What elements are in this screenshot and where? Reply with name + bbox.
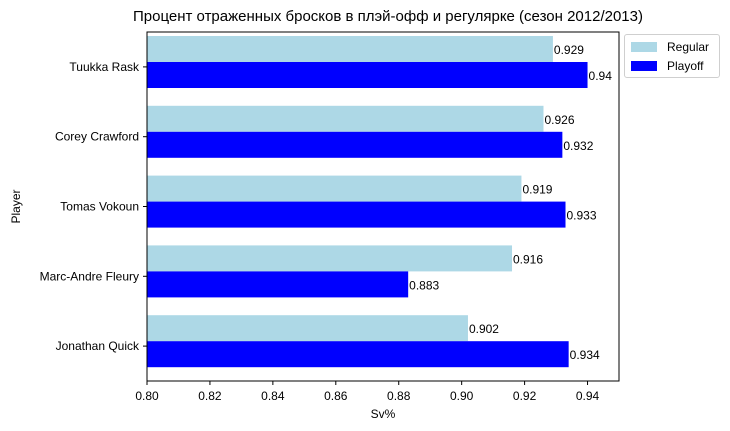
bar-playoff-1 (147, 131, 563, 158)
bar-regular-4 (147, 315, 468, 342)
y-tick-label-1: Corey Crawford (55, 130, 139, 144)
data-label-regular-3: 0.916 (513, 252, 543, 266)
data-label-regular-0: 0.929 (554, 43, 584, 57)
bar-playoff-0 (147, 62, 588, 88)
plot-frame (146, 31, 620, 382)
x-tick-label-6: 0.92 (513, 389, 537, 403)
legend: Regular Playoff (624, 34, 720, 78)
data-label-regular-4: 0.902 (469, 322, 499, 336)
y-tick-label-2: Tomas Vokoun (60, 200, 139, 214)
bar-playoff-3 (147, 271, 409, 298)
legend-swatch-playoff (631, 61, 657, 71)
legend-label-playoff: Playoff (667, 59, 704, 73)
legend-item-regular: Regular (631, 39, 709, 55)
data-label-playoff-4: 0.934 (570, 348, 600, 362)
x-tick-label-1: 0.82 (198, 389, 222, 403)
data-label-playoff-1: 0.932 (563, 139, 593, 153)
bar-regular-1 (147, 105, 544, 132)
x-tick-label-3: 0.86 (324, 389, 348, 403)
x-axis-label: Sv% (371, 407, 396, 421)
data-label-playoff-3: 0.883 (409, 278, 439, 292)
legend-label-regular: Regular (667, 40, 710, 54)
y-tick-label-3: Marc-Andre Fleury (40, 269, 139, 283)
bar-regular-0 (147, 36, 553, 62)
y-tick-label-4: Jonathan Quick (56, 339, 140, 353)
x-tick-label-5: 0.90 (450, 389, 474, 403)
data-label-regular-2: 0.919 (522, 183, 552, 197)
x-tick-label-2: 0.84 (261, 389, 285, 403)
legend-item-playoff: Playoff (631, 58, 703, 74)
bar-playoff-4 (147, 341, 569, 368)
bar-regular-3 (147, 245, 513, 272)
x-tick-label-7: 0.94 (576, 389, 600, 403)
chart-title: Процент отраженных бросков в плэй-офф и … (133, 8, 643, 25)
x-tick-label-4: 0.88 (387, 389, 411, 403)
data-label-playoff-0: 0.94 (589, 69, 613, 83)
x-tick-label-0: 0.80 (135, 389, 159, 403)
legend-swatch-regular (631, 42, 657, 52)
y-axis-label: Player (9, 189, 23, 223)
y-tick-label-0: Tuukka Rask (69, 60, 140, 74)
data-label-playoff-2: 0.933 (567, 209, 597, 223)
bar-playoff-2 (147, 201, 566, 228)
bar-regular-2 (147, 175, 522, 202)
data-label-regular-1: 0.926 (544, 113, 574, 127)
